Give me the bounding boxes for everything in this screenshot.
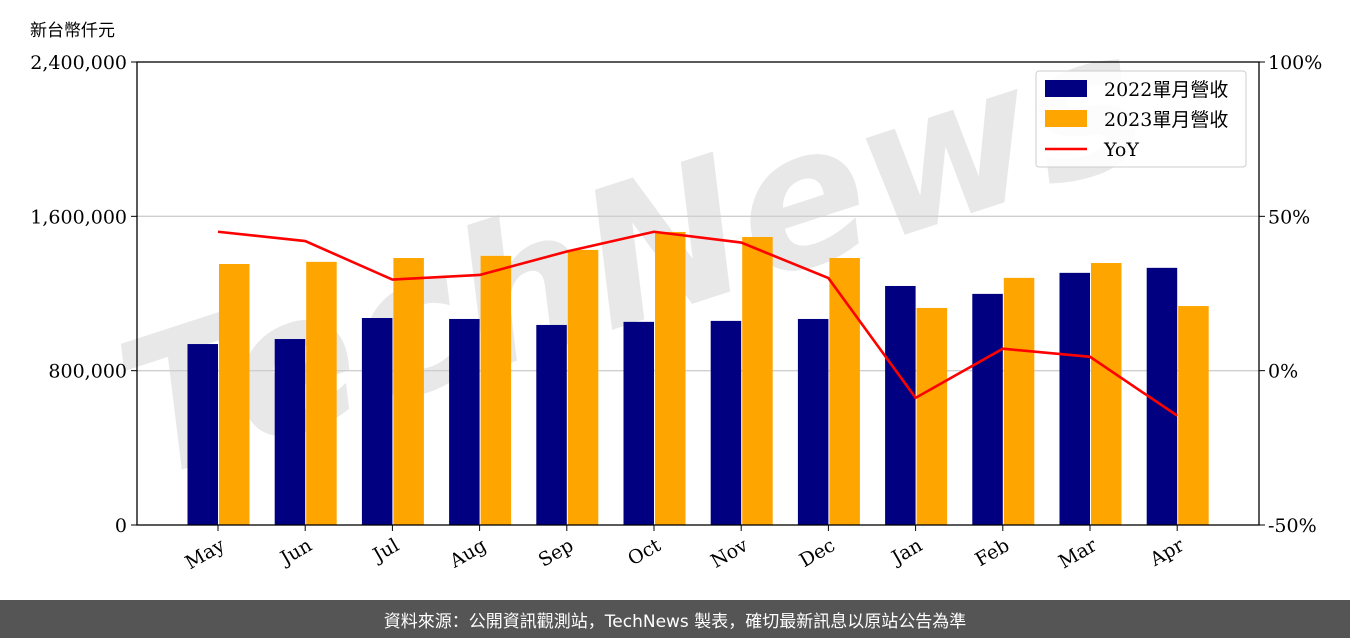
x-tick-label: Jun xyxy=(275,534,316,570)
bar-2022-feb xyxy=(972,293,1003,525)
bar-2023-jul xyxy=(393,258,424,525)
bar-2022-may xyxy=(187,344,218,525)
bar-2022-oct xyxy=(623,321,654,525)
legend-label: 2022單月營收 xyxy=(1104,79,1228,101)
x-tick-label: Nov xyxy=(707,534,752,573)
bar-2023-aug xyxy=(480,255,512,525)
y2-tick-label: 50% xyxy=(1268,206,1310,228)
x-tick-label: Mar xyxy=(1055,534,1101,573)
bar-2022-jul xyxy=(361,318,393,525)
bar-2023-feb xyxy=(1003,277,1035,525)
source-footer: 資料來源：公開資訊觀測站，TechNews 製表，確切最新訊息以原站公告為準 xyxy=(0,600,1350,638)
x-tick-label: May xyxy=(182,534,229,574)
legend-swatch xyxy=(1045,110,1087,127)
legend-box xyxy=(1035,70,1247,168)
legend-label: YoY xyxy=(1103,139,1139,161)
x-tick-label: Aug xyxy=(445,534,490,573)
bar-2022-dec xyxy=(797,318,829,525)
bar-2022-jun xyxy=(274,339,306,525)
bar-2022-nov xyxy=(710,320,742,525)
legend-label: 2023單月營收 xyxy=(1104,109,1228,131)
legend: 2022單月營收 2023單月營收 YoY xyxy=(1035,70,1247,168)
x-tick-label: Jul xyxy=(368,534,403,567)
y-tick-label: 2,400,000 xyxy=(30,52,127,74)
x-tick-label: Sep xyxy=(535,534,578,571)
y2-tick-label: 100% xyxy=(1268,52,1322,74)
bar-2022-mar xyxy=(1059,272,1090,525)
bar-2023-jan xyxy=(916,307,948,525)
bar-2022-jan xyxy=(885,285,916,525)
bar-2022-aug xyxy=(449,318,480,525)
y2-tick-label: -50% xyxy=(1268,515,1317,537)
bar-2023-jun xyxy=(306,261,337,525)
revenue-chart: TechNews0800,0001,600,0002,400,000-50%0%… xyxy=(30,0,1322,574)
plot-frame xyxy=(136,61,1260,526)
x-tick-label: Dec xyxy=(796,534,839,572)
bar-2023-sep xyxy=(567,249,599,526)
bar-2022-apr xyxy=(1146,267,1178,525)
y-tick-label: 0 xyxy=(115,515,127,537)
bar-2023-apr xyxy=(1178,306,1209,525)
y2-tick-label: 0% xyxy=(1268,361,1298,383)
y-tick-label: 1,600,000 xyxy=(30,206,127,228)
y-tick-label: 800,000 xyxy=(48,361,127,383)
x-tick-label: Feb xyxy=(972,534,1014,571)
bar-2023-may xyxy=(219,263,250,525)
x-tick-label: Oct xyxy=(624,534,665,570)
bar-2022-sep xyxy=(536,324,567,525)
bar-2023-nov xyxy=(742,236,773,526)
y-axis-unit-label: 新台幣仟元 xyxy=(30,21,115,41)
bar-2023-mar xyxy=(1091,263,1122,525)
x-tick-label: Apr xyxy=(1146,534,1189,571)
x-tick-label: Jan xyxy=(886,534,926,570)
bar-2023-dec xyxy=(829,258,860,525)
yoy-line xyxy=(217,230,1178,417)
legend-swatch xyxy=(1045,80,1087,97)
bar-2023-oct xyxy=(655,231,686,525)
